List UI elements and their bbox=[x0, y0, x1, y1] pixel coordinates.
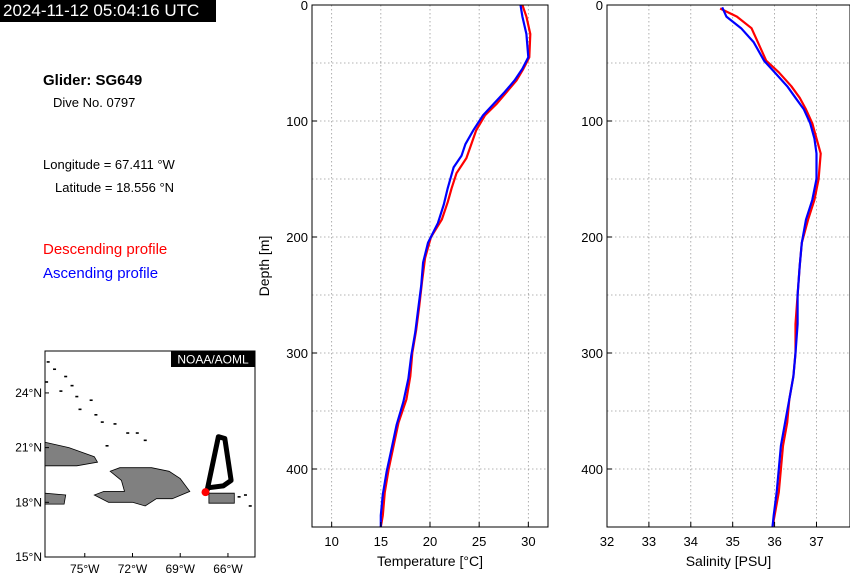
small-island bbox=[94, 414, 98, 416]
x-tick-label: 35 bbox=[725, 534, 739, 549]
x-tick-label: 36 bbox=[767, 534, 781, 549]
y-tick-label: 100 bbox=[286, 114, 308, 129]
legend-ascending: Ascending profile bbox=[43, 265, 159, 282]
series-line-ascending bbox=[379, 4, 530, 527]
location-map: NOAA/AOML 24°N 21°N 18°N 15°N 75°W 72°W 69°W 66… bbox=[15, 350, 256, 574]
small-island bbox=[105, 444, 109, 447]
hispaniola-island bbox=[93, 467, 191, 507]
x-tick-label: 34 bbox=[684, 534, 698, 549]
y-tick-label: 300 bbox=[286, 346, 308, 361]
jamaica-island bbox=[44, 492, 67, 505]
y-tick-label: 0 bbox=[596, 0, 603, 13]
small-island bbox=[45, 381, 49, 383]
puerto-rico-island bbox=[208, 492, 235, 504]
small-island bbox=[100, 421, 104, 423]
map-lat-label: 21°N bbox=[15, 441, 42, 455]
glider-name: Glider: SG649 bbox=[43, 72, 143, 89]
glider-track bbox=[204, 434, 234, 492]
small-island bbox=[70, 384, 74, 387]
series-line-ascending bbox=[721, 6, 818, 528]
y-tick-label: 100 bbox=[581, 114, 603, 129]
map-lat-label: 18°N bbox=[15, 495, 42, 509]
x-tick-label: 15 bbox=[374, 534, 388, 549]
small-island bbox=[78, 408, 82, 411]
small-island bbox=[75, 395, 79, 398]
latitude-readout: Latitude = 18.556 °N bbox=[55, 180, 175, 195]
plot-frame bbox=[606, 4, 850, 528]
dive-number: Dive No. 0797 bbox=[53, 95, 136, 110]
map-lon-label: 66°W bbox=[213, 562, 243, 574]
x-tick-label: 30 bbox=[521, 534, 535, 549]
small-island bbox=[143, 439, 147, 442]
small-island bbox=[237, 496, 241, 498]
series-line-descending bbox=[719, 7, 822, 528]
small-island bbox=[243, 494, 247, 496]
map-credit: NOAA/AOML bbox=[177, 353, 249, 367]
small-island bbox=[113, 423, 117, 425]
y-tick-label: 200 bbox=[581, 230, 603, 245]
x-tick-label: 37 bbox=[809, 534, 823, 549]
cuba-island bbox=[44, 441, 99, 467]
x-tick-label: 25 bbox=[472, 534, 486, 549]
small-island bbox=[64, 375, 68, 378]
small-island bbox=[59, 390, 63, 392]
y-tick-label: 300 bbox=[581, 346, 603, 361]
map-lon-label: 69°W bbox=[165, 562, 195, 574]
y-tick-label: 0 bbox=[301, 0, 308, 13]
y-tick-label: 400 bbox=[286, 462, 308, 477]
timestamp-banner: 2024-11-12 05:04:16 UTC bbox=[0, 0, 216, 22]
x-axis-label: Salinity [PSU] bbox=[686, 553, 772, 569]
y-tick-label: 400 bbox=[581, 462, 603, 477]
x-tick-label: 32 bbox=[600, 534, 614, 549]
series-line-descending bbox=[379, 4, 532, 528]
small-island bbox=[46, 361, 50, 363]
map-lon-label: 72°W bbox=[118, 562, 148, 574]
small-island bbox=[135, 432, 139, 434]
map-lat-label: 24°N bbox=[15, 386, 42, 400]
x-tick-label: 20 bbox=[423, 534, 437, 549]
small-island bbox=[53, 368, 57, 371]
map-lat-label: 15°N bbox=[15, 550, 42, 564]
x-tick-label: 33 bbox=[642, 534, 656, 549]
small-island bbox=[248, 505, 252, 507]
x-axis-label: Temperature [°C] bbox=[377, 553, 483, 569]
x-tick-label: 10 bbox=[324, 534, 338, 549]
map-lon-label: 75°W bbox=[70, 562, 100, 574]
salinity-chart: 32 33 34 35 36 37 0 100 200 300 400 Salinity [PSU] bbox=[581, 0, 850, 569]
small-island bbox=[126, 432, 130, 434]
map-credit-box bbox=[171, 351, 255, 367]
y-tick-label: 200 bbox=[286, 230, 308, 245]
glider-position-marker bbox=[201, 488, 210, 497]
legend-descending: Descending profile bbox=[43, 241, 168, 258]
small-island bbox=[89, 399, 93, 402]
map-land bbox=[44, 361, 252, 507]
y-axis-label: Depth [m] bbox=[256, 236, 272, 297]
longitude-readout: Longitude = 67.411 °W bbox=[43, 157, 175, 172]
